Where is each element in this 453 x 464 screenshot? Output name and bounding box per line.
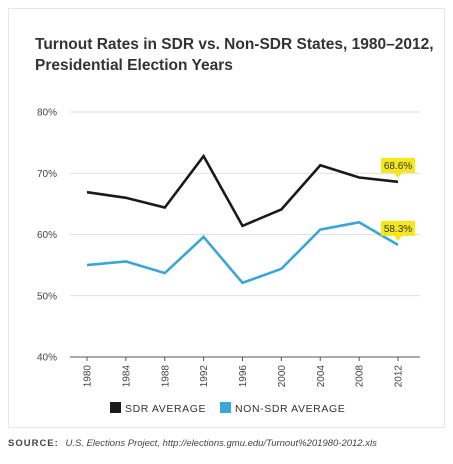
x-tick-label: 1988 [160,365,171,388]
chart-frame [8,8,445,428]
x-tick-label: 2004 [316,365,327,388]
x-tick-label: 1992 [199,365,210,388]
x-tick-label: 2000 [277,365,288,388]
x-tick-label: 2012 [394,365,405,388]
callout-box [381,157,415,178]
y-tick-label: 40% [37,353,57,364]
legend-swatch-sdr [110,402,121,413]
source-note: SOURCE: U.S. Elections Project, http://e… [8,438,377,449]
x-tick-label: 1996 [238,365,249,388]
source-label: SOURCE: [8,438,59,449]
y-tick-label: 50% [37,291,57,302]
chart-title: Turnout Rates in SDR vs. Non-SDR States,… [35,34,435,76]
y-tick-label: 70% [37,169,57,180]
series-line-sdr [86,153,399,228]
callout-label: 58.3% [384,224,412,235]
legend-swatch-non-sdr [220,402,231,413]
x-tick-label: 1980 [83,365,94,388]
legend-label-sdr: SDR AVERAGE [125,403,206,415]
callout-box [381,220,415,241]
callout-label: 68.6% [384,161,412,172]
y-tick-label: 80% [37,108,57,119]
series-line-non-sdr [86,220,399,285]
legend-label-non-sdr: NON-SDR AVERAGE [235,403,345,415]
x-tick-label: 2008 [355,365,366,388]
source-text: U.S. Elections Project, http://elections… [65,438,377,449]
y-tick-label: 60% [37,230,57,241]
chart-title-line-1: Turnout Rates in SDR vs. Non-SDR States,… [35,36,434,53]
chart-title-line-2: Presidential Election Years [35,57,233,74]
x-tick-label: 1984 [121,365,132,388]
